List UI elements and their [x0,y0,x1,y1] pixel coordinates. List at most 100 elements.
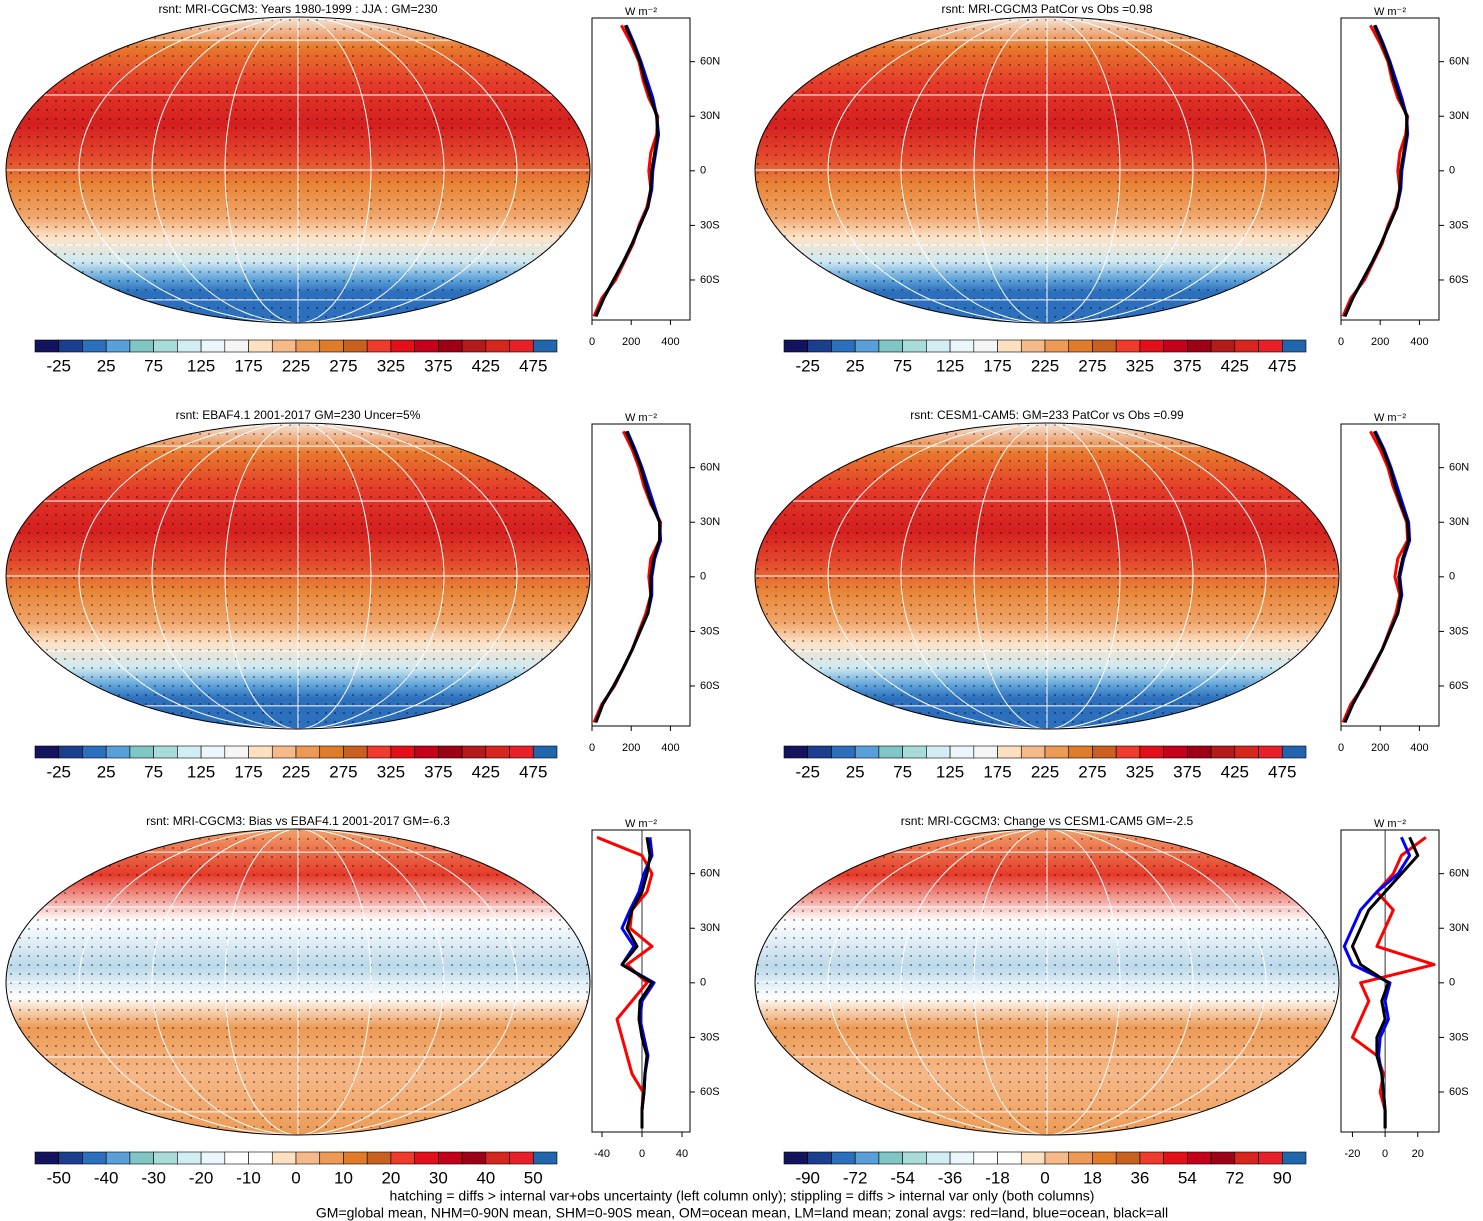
colorbar-box [902,745,927,759]
map-border [754,16,1340,324]
colorbar-box [58,745,83,759]
colorbar-box [854,339,880,353]
colorbar-box [319,745,344,759]
panel-title: rsnt: CESM1-CAM5: GM=233 PatCor vs Obs =… [910,408,1184,422]
zonal-line [594,430,662,723]
colorbar-box [902,1151,927,1165]
colorbar-box [1092,1151,1117,1165]
colorbar-label: 225 [1031,762,1059,781]
colorbar-box [438,339,463,353]
colorbar-label: 125 [936,356,964,375]
y-tick-label: 30S [700,1031,720,1043]
colorbar-box [1163,745,1188,759]
colorbar-box [390,339,415,353]
colorbar-label: 75 [893,762,912,781]
profile-frame [591,17,691,321]
map-border [5,828,591,1136]
colorbar-label: 175 [983,356,1011,375]
colorbar-label: -36 [938,1168,963,1187]
y-tick-label: 0 [700,165,706,177]
colorbar-label: 125 [187,356,215,375]
x-tick-label: 400 [661,742,679,754]
colorbar-label: -25 [795,356,820,375]
colorbar-label: 0 [291,1168,300,1187]
colorbar-box [34,1151,60,1165]
colorbar-label: -20 [189,1168,214,1187]
colorbar-box [878,745,903,759]
colorbar-box [129,339,154,353]
y-tick-label: 60S [700,274,720,286]
colorbar-box [1092,339,1117,353]
x-tick-label: 0 [589,742,595,754]
colorbar-box [973,745,998,759]
colorbar-label: 72 [1225,1168,1244,1187]
colorbar-label: 275 [329,356,357,375]
colorbar-box [1210,745,1236,759]
y-tick-label: 30N [1449,516,1469,528]
y-tick-label: 0 [1449,165,1455,177]
colorbar-label: 375 [424,762,452,781]
colorbar-box [224,745,249,759]
y-tick-label: 30N [1449,922,1469,934]
colorbar-box [319,339,344,353]
colorbar-box [177,339,202,353]
profile-frame [591,829,691,1133]
y-tick-label: 60N [700,462,720,474]
colorbar-box [1187,745,1212,759]
colorbar-box [1258,745,1283,759]
zonal-line [620,837,654,1129]
colorbar-label: -40 [94,1168,119,1187]
colorbar-label: 225 [1031,356,1059,375]
colorbar-box [343,745,368,759]
colorbar-label: -25 [46,762,71,781]
unit-label: W m⁻² [625,6,657,18]
colorbar-box [153,1151,178,1165]
colorbar-box [129,1151,154,1165]
colorbar-box [366,1151,392,1165]
colorbar-box [248,745,273,759]
colorbar-box [807,745,832,759]
colorbar-label: 475 [1268,762,1296,781]
y-tick-label: 60S [1449,680,1469,692]
colorbar-box [1044,1151,1070,1165]
colorbar-label: 175 [983,762,1011,781]
panel-title: rsnt: MRI-CGCM3 PatCor vs Obs =0.98 [941,2,1152,16]
y-tick-label: 0 [1449,977,1455,989]
colorbar-label: 75 [144,356,163,375]
colorbar-label: 125 [936,762,964,781]
colorbar-box [105,339,131,353]
y-tick-label: 30S [1449,625,1469,637]
zonal-line [1342,836,1412,1129]
colorbar-box [105,1151,131,1165]
colorbar-box [295,745,321,759]
colorbar-box [509,339,534,353]
colorbar-box [1163,339,1188,353]
zonal-line [594,24,660,317]
colorbar-box [343,339,368,353]
colorbar-box [390,1151,415,1165]
colorbar-label: 375 [1173,356,1201,375]
y-tick-label: 60S [1449,1086,1469,1098]
colorbar-box [783,339,809,353]
colorbar-box [153,745,178,759]
colorbar-box [973,1151,998,1165]
colorbar-label: 25 [846,356,865,375]
colorbar-label: 75 [144,762,163,781]
x-tick-label: 400 [661,336,679,348]
y-tick-label: 60N [1449,462,1469,474]
colorbar-box [34,339,60,353]
colorbar-box [177,1151,202,1165]
colorbar-box [224,1151,249,1165]
colorbar-label: 90 [1273,1168,1292,1187]
colorbar-box [831,1151,856,1165]
x-tick-label: 400 [1410,742,1428,754]
colorbar-box [997,339,1022,353]
colorbar-box [1281,1151,1307,1165]
colorbar-box [831,339,856,353]
x-tick-label: -40 [594,1148,610,1160]
x-tick-label: 200 [622,742,640,754]
x-tick-label: -20 [1344,1148,1360,1160]
colorbar-box [1210,339,1236,353]
colorbar-box [902,339,927,353]
